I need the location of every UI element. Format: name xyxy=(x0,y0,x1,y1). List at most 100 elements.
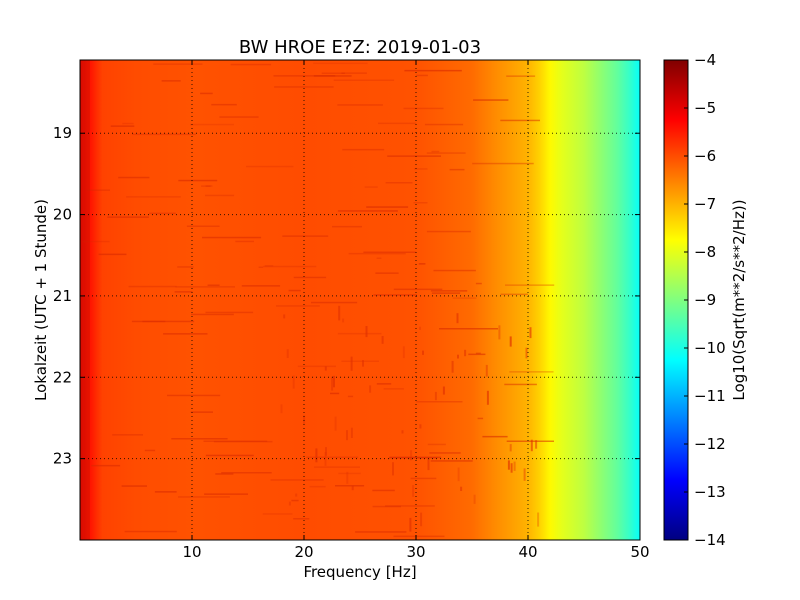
texture-streak xyxy=(363,251,416,253)
texture-streak xyxy=(258,266,264,268)
texture-dot xyxy=(315,448,318,463)
texture-dot xyxy=(346,430,348,441)
texture-streak xyxy=(449,168,465,171)
texture-streak xyxy=(475,352,481,355)
y-tick-label: 23 xyxy=(53,450,72,468)
texture-streak xyxy=(154,491,177,493)
texture-streak xyxy=(424,123,464,126)
texture-streak xyxy=(211,103,237,106)
texture-streak xyxy=(504,383,537,386)
texture-streak xyxy=(313,62,368,65)
texture-streak xyxy=(262,513,293,515)
texture-streak xyxy=(337,332,382,335)
texture-streak xyxy=(91,464,121,467)
texture-streak xyxy=(142,320,166,323)
texture-dot xyxy=(324,366,327,371)
x-tick-label: 50 xyxy=(630,543,649,561)
texture-streak xyxy=(186,225,220,227)
texture-streak xyxy=(178,496,230,498)
y-tick-label: 19 xyxy=(53,124,72,142)
texture-dot xyxy=(509,444,512,452)
texture-streak xyxy=(348,252,406,255)
texture-streak xyxy=(205,194,235,197)
texture-streak xyxy=(207,284,220,286)
texture-streak xyxy=(313,75,352,77)
colorbar-tick-label: −14 xyxy=(694,531,726,549)
texture-streak xyxy=(163,333,208,335)
texture-streak xyxy=(274,86,334,88)
texture-dot xyxy=(292,375,295,389)
texture-streak xyxy=(131,320,195,323)
texture-dot xyxy=(342,318,345,323)
texture-streak xyxy=(373,294,417,296)
texture-streak xyxy=(282,235,329,237)
texture-dot xyxy=(283,314,286,319)
texture-streak xyxy=(190,123,234,126)
texture-streak xyxy=(355,531,407,533)
low-frequency-band xyxy=(80,60,90,540)
texture-streak xyxy=(82,240,110,243)
texture-dot xyxy=(351,485,354,491)
texture-streak xyxy=(126,196,181,198)
texture-dot xyxy=(420,512,423,527)
texture-streak xyxy=(128,285,177,288)
texture-streak xyxy=(426,152,466,154)
texture-dot xyxy=(280,404,283,414)
texture-streak xyxy=(418,263,426,265)
colorbar-tick-label: −13 xyxy=(694,483,726,501)
texture-dot xyxy=(460,486,463,491)
texture-dot xyxy=(401,430,404,434)
texture-streak xyxy=(385,505,435,507)
texture-streak xyxy=(403,107,444,110)
texture-streak xyxy=(288,289,301,292)
texture-streak xyxy=(174,291,193,293)
colorbar-tick-label: −6 xyxy=(694,147,716,165)
texture-dot xyxy=(513,461,516,471)
texture-streak xyxy=(389,456,442,459)
y-tick-label: 22 xyxy=(53,368,72,386)
texture-dot xyxy=(442,386,445,395)
texture-streak xyxy=(430,290,468,292)
texture-streak xyxy=(506,440,554,442)
texture-streak xyxy=(144,449,156,452)
texture-streak xyxy=(452,297,477,299)
chart-title: BW HROE E?Z: 2019-01-03 xyxy=(239,37,481,58)
texture-streak xyxy=(149,212,176,215)
texture-streak xyxy=(276,305,320,307)
texture-dot xyxy=(525,347,528,359)
texture-dot xyxy=(350,427,353,438)
colorbar-label: Log10(Sqrt(m**2/s**2/Hz)) xyxy=(730,199,748,400)
texture-streak xyxy=(477,417,484,420)
texture-streak xyxy=(337,210,398,212)
texture-streak xyxy=(200,92,213,95)
texture-dot xyxy=(338,305,341,321)
texture-dot xyxy=(464,349,467,357)
texture-streak xyxy=(291,499,299,502)
colorbar-tick-label: −11 xyxy=(694,387,726,405)
x-tick-label: 40 xyxy=(518,543,537,561)
texture-streak xyxy=(427,443,446,446)
x-tick-label: 10 xyxy=(182,543,201,561)
texture-streak xyxy=(429,452,461,454)
texture-streak xyxy=(383,388,404,390)
texture-streak xyxy=(321,72,345,74)
texture-streak xyxy=(500,293,528,296)
texture-streak xyxy=(122,122,134,125)
texture-streak xyxy=(297,365,336,368)
texture-streak xyxy=(309,485,326,488)
colorbar-tick-label: −8 xyxy=(694,243,716,261)
texture-streak xyxy=(306,456,359,458)
texture-streak xyxy=(230,63,272,66)
texture-streak xyxy=(332,225,362,228)
texture-dot xyxy=(369,385,372,393)
texture-streak xyxy=(393,288,443,291)
texture-dot xyxy=(409,457,412,461)
texture-dot xyxy=(523,468,526,481)
texture-streak xyxy=(431,292,461,294)
y-tick-label: 21 xyxy=(53,287,72,305)
texture-streak xyxy=(413,202,428,204)
texture-streak xyxy=(475,282,482,285)
texture-streak xyxy=(505,284,555,286)
texture-streak xyxy=(393,535,445,538)
texture-dot xyxy=(402,346,405,359)
